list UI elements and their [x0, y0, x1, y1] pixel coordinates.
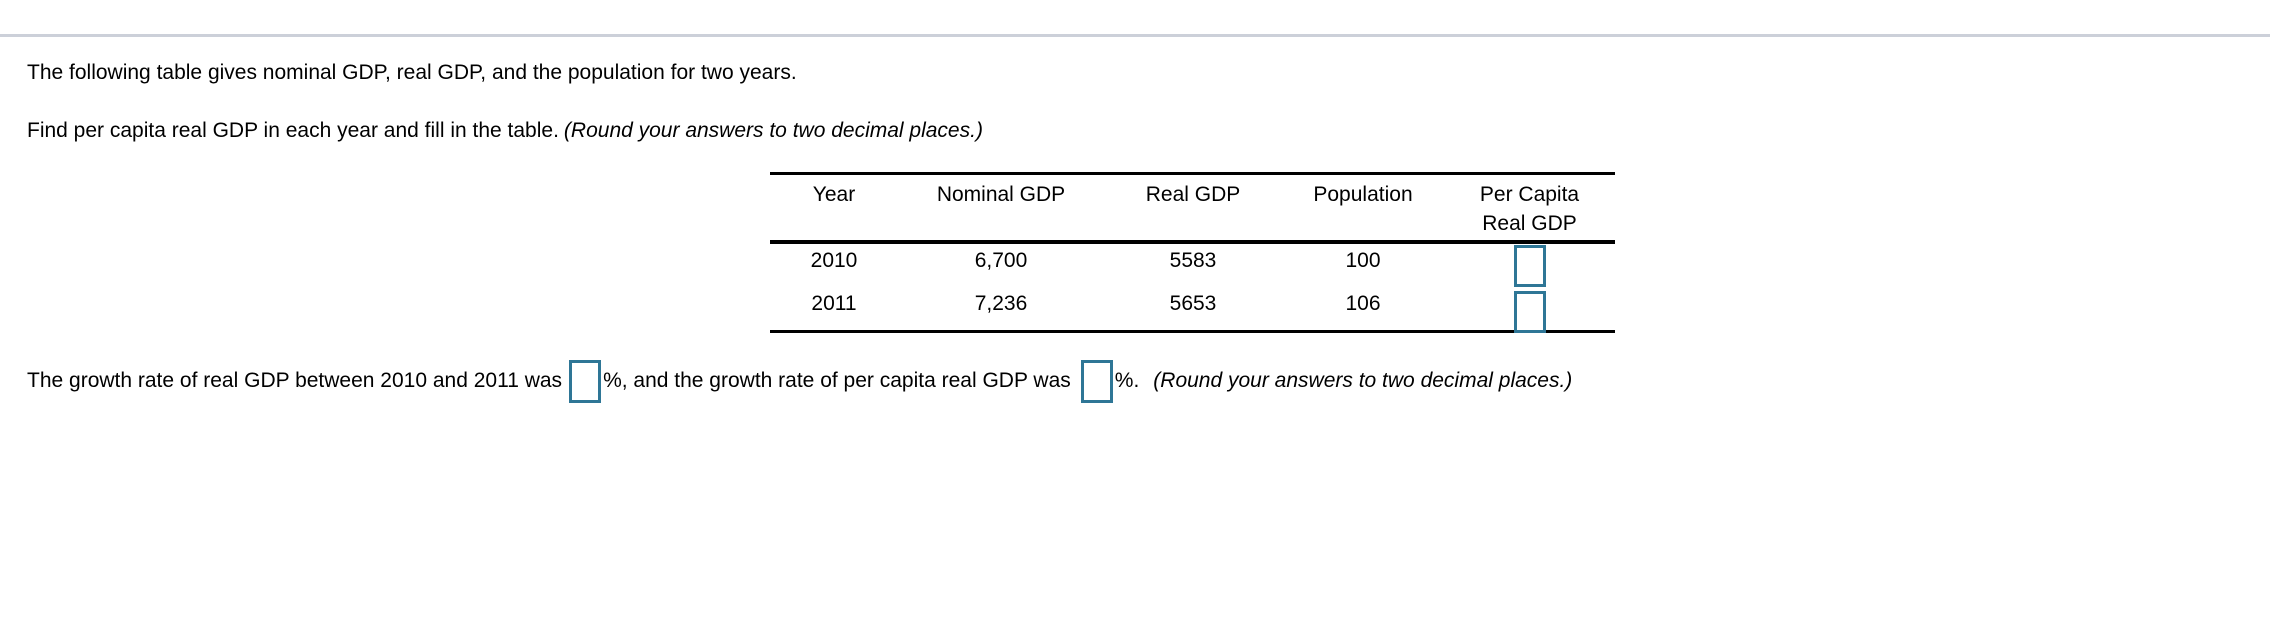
table-row-2010: 2010 6,700 5583 100	[770, 242, 1615, 287]
growth-rate-sentence: The growth rate of real GDP between 2010…	[27, 359, 1572, 403]
col-header-real-gdp: Real GDP	[1104, 173, 1282, 244]
instruction-text: Find per capita real GDP in each year an…	[27, 118, 983, 144]
instruction-main: Find per capita real GDP in each year an…	[27, 119, 559, 142]
growth-segment-2: %, and the growth rate of per capita rea…	[603, 369, 1071, 392]
per-capita-input-2011[interactable]	[1513, 291, 1546, 333]
growth-segment-3: %.	[1114, 369, 1140, 392]
cell-population-2010: 100	[1345, 249, 1381, 272]
growth-rounding-note: (Round your answers to two decimal place…	[1153, 369, 1573, 392]
top-divider-line	[0, 34, 2270, 37]
per-capita-growth-input[interactable]	[1080, 359, 1113, 403]
real-gdp-growth-input[interactable]	[569, 359, 602, 403]
cell-year-2011: 2011	[811, 292, 857, 315]
cell-per-capita-2011	[1444, 287, 1615, 333]
cell-year-2010: 2010	[810, 249, 858, 272]
cell-per-capita-2010	[1444, 242, 1615, 287]
cell-real-gdp-2011: 5653	[1169, 292, 1217, 315]
col-header-nominal-gdp: Nominal GDP	[898, 173, 1104, 244]
per-capita-header-line2: Real GDP	[1482, 212, 1577, 235]
intro-text-content: The following table gives nominal GDP, r…	[27, 61, 797, 84]
table-row-2011: 2011 7,236 5653 106	[770, 287, 1615, 333]
col-header-per-capita-real-gdp: Per Capita Real GDP	[1444, 173, 1615, 244]
instruction-rounding-note: (Round your answers to two decimal place…	[563, 119, 983, 142]
cell-real-gdp-2010: 5583	[1169, 249, 1217, 272]
gdp-table: Year Nominal GDP Real GDP Population Per…	[770, 172, 1615, 333]
per-capita-input-2010[interactable]	[1513, 245, 1546, 287]
cell-nominal-gdp-2011: 7,236	[974, 292, 1028, 315]
intro-text: The following table gives nominal GDP, r…	[27, 60, 797, 86]
cell-nominal-gdp-2010: 6,700	[974, 249, 1028, 272]
per-capita-header-line1: Per Capita	[1479, 183, 1580, 206]
gdp-table-header-row: Year Nominal GDP Real GDP Population Per…	[770, 173, 1615, 244]
cell-population-2011: 106	[1345, 292, 1381, 315]
growth-segment-1: The growth rate of real GDP between 2010…	[27, 369, 563, 392]
col-header-year: Year	[770, 173, 898, 244]
col-header-population: Population	[1282, 173, 1444, 244]
